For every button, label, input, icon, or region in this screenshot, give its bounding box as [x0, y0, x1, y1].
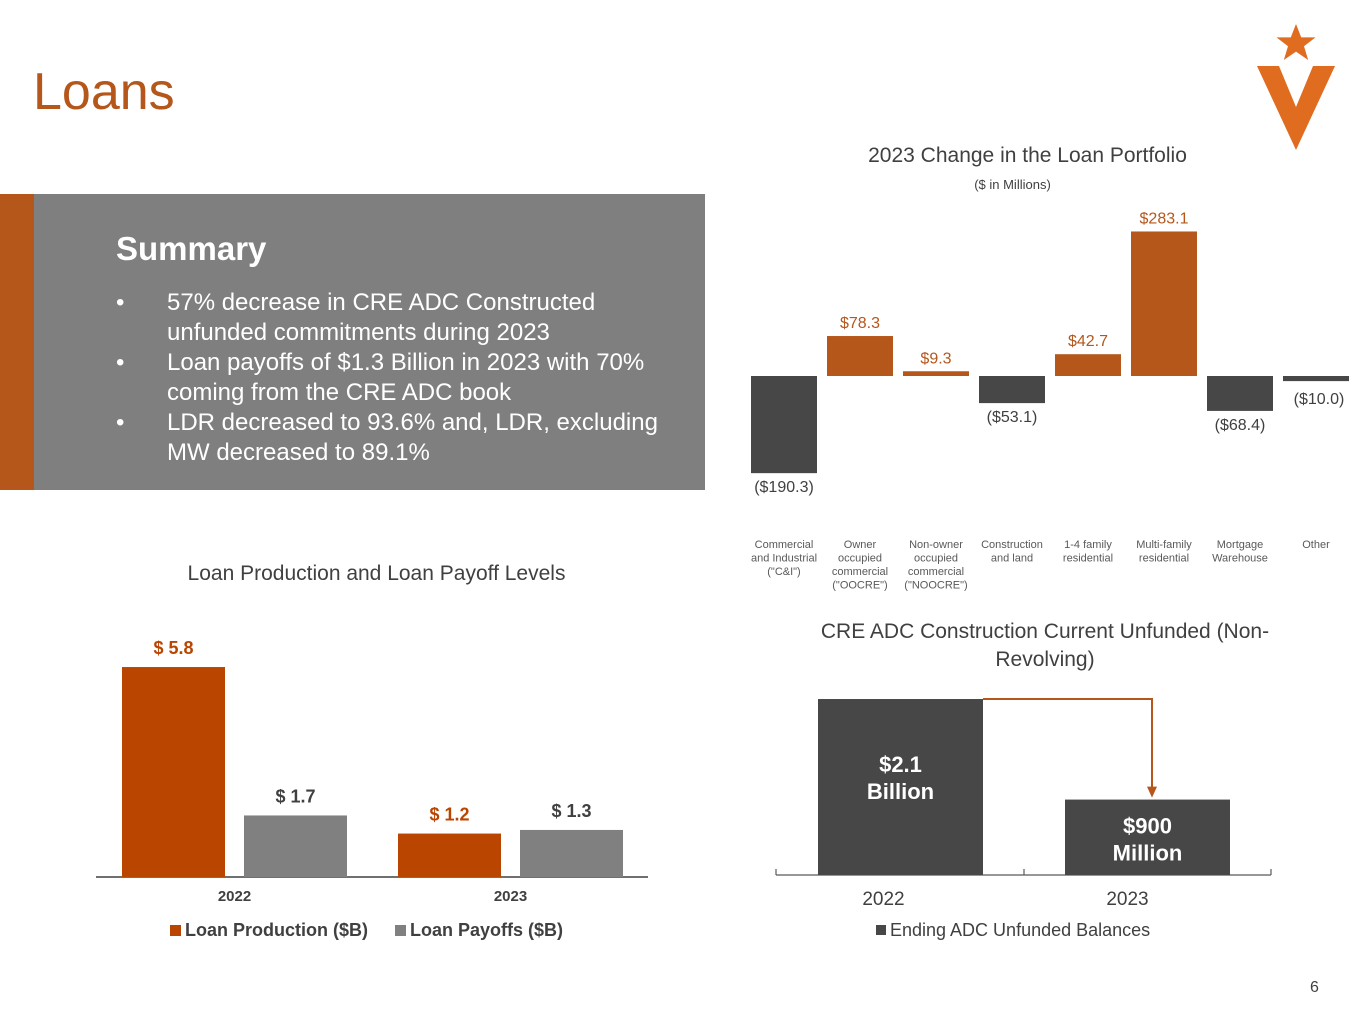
adc-category-label: 2023 — [1106, 889, 1148, 910]
waterfall-category-label: and land — [991, 553, 1033, 565]
adc-value-label: $900 — [1123, 813, 1172, 838]
production-data-label: $ 1.7 — [275, 786, 315, 806]
star-v-logo-icon — [1257, 24, 1335, 150]
waterfall-category-label: Warehouse — [1212, 553, 1268, 565]
waterfall-bar — [979, 376, 1045, 404]
adc-bar — [818, 699, 983, 875]
bullet-icon: • — [116, 409, 125, 436]
summary-item-text: Loan payoffs of $1.3 Billion in 2023 wit… — [167, 349, 645, 406]
legend-label: Loan Payoffs ($B) — [410, 920, 563, 940]
adc-category-label: 2022 — [862, 889, 904, 910]
waterfall-chart-subtitle: ($ in Millions) — [974, 177, 1051, 192]
bullet-icon: • — [116, 289, 125, 316]
waterfall-category-label: 1-4 family — [1064, 539, 1112, 551]
logo-star — [1276, 24, 1316, 60]
production-bar — [398, 833, 501, 877]
waterfall-category-label: Commercial — [755, 539, 814, 551]
waterfall-category-label: Non-owner — [909, 539, 963, 551]
summary-item: • 57% decrease in CRE ADC Constructed unf… — [116, 288, 696, 348]
summary-item: • Loan payoffs of $1.3 Billion in 2023 wi… — [116, 348, 696, 408]
production-category-label: 2022 — [218, 888, 251, 905]
adc-value-label: Billion — [867, 779, 934, 804]
waterfall-category-label: and Industrial — [751, 553, 817, 565]
waterfall-data-label: $78.3 — [840, 315, 880, 332]
waterfall-category-label: residential — [1139, 553, 1189, 565]
adc-value-label: Million — [1113, 840, 1183, 865]
waterfall-data-label: ($190.3) — [754, 479, 814, 496]
logo-v — [1257, 66, 1335, 150]
waterfall-chart-title: 2023 Change in the Loan Portfolio — [868, 144, 1187, 167]
waterfall-data-label: $283.1 — [1140, 210, 1189, 227]
waterfall-data-label: $42.7 — [1068, 333, 1108, 350]
summary-heading: Summary — [116, 230, 267, 267]
waterfall-category-label: ("OOCRE") — [832, 580, 887, 592]
production-data-label: $ 1.2 — [429, 805, 469, 825]
decrease-arrow-icon — [983, 698, 1153, 788]
waterfall-bar — [903, 371, 969, 376]
waterfall-category-label: Other — [1302, 539, 1330, 551]
waterfall-chart: ($190.3) Commercial and Industrial("C&I") $… — [751, 210, 1349, 592]
adc-value-label: $2.1 — [879, 752, 922, 777]
waterfall-bar — [827, 336, 893, 376]
legend-label: Ending ADC Unfunded Balances — [890, 920, 1150, 940]
summary-accent-bar — [0, 194, 34, 490]
waterfall-data-label: ($10.0) — [1294, 391, 1345, 408]
waterfall-bar — [1131, 231, 1197, 376]
page-number: 6 — [1310, 979, 1319, 996]
adc-chart-title: CRE ADC Construction Current Unfunded (N… — [820, 620, 1270, 671]
summary-item-text: LDR decreased to 93.6% and, LDR, excludi… — [167, 409, 658, 466]
legend-swatch — [395, 925, 406, 936]
waterfall-category-label: ("NOOCRE") — [904, 580, 967, 592]
waterfall-category-label: occupied — [914, 553, 958, 565]
production-data-label: $ 1.3 — [551, 801, 591, 821]
production-category-label: 2023 — [494, 888, 527, 905]
summary-item: • LDR decreased to 93.6% and, LDR, exclud… — [116, 408, 696, 468]
waterfall-category-label: residential — [1063, 553, 1113, 565]
waterfall-category-label: Mortgage — [1217, 539, 1263, 551]
arrow-head-icon — [1147, 786, 1157, 798]
summary-list: • 57% decrease in CRE ADC Constructed unf… — [116, 288, 696, 468]
production-bar — [244, 815, 347, 877]
bullet-icon: • — [116, 349, 125, 376]
waterfall-data-label: $9.3 — [920, 350, 951, 367]
waterfall-bar — [1283, 376, 1349, 382]
waterfall-category-label: occupied — [838, 553, 882, 565]
waterfall-category-label: Owner — [844, 539, 877, 551]
production-bar — [520, 829, 623, 877]
summary-item-text: 57% decrease in CRE ADC Constructed unfu… — [167, 289, 596, 346]
production-chart: $ 5.8 $ 1.7 2022 $ 1.2 $ 1.3 2023 Loan Product… — [96, 638, 648, 940]
waterfall-category-label: Multi-family — [1136, 539, 1192, 551]
waterfall-data-label: ($68.4) — [1215, 417, 1266, 434]
waterfall-bar — [751, 376, 817, 474]
waterfall-category-label: commercial — [908, 566, 964, 578]
legend-label: Loan Production ($B) — [185, 920, 368, 940]
waterfall-category-label: Construction — [981, 539, 1043, 551]
waterfall-data-label: ($53.1) — [987, 409, 1038, 426]
production-chart-title: Loan Production and Loan Payoff Levels — [187, 562, 566, 585]
production-bar — [122, 667, 225, 877]
summary-panel: Summary • 57% decrease in CRE ADC Constru… — [34, 194, 705, 490]
legend-swatch — [170, 925, 181, 936]
production-data-label: $ 5.8 — [153, 638, 193, 658]
adc-bar — [1065, 799, 1230, 875]
waterfall-bar — [1055, 354, 1121, 376]
waterfall-bar — [1207, 376, 1273, 411]
page-title: Loans — [33, 63, 175, 121]
legend-swatch — [876, 925, 886, 935]
waterfall-category-label: commercial — [832, 566, 888, 578]
waterfall-category-label: ("C&I") — [767, 566, 800, 578]
